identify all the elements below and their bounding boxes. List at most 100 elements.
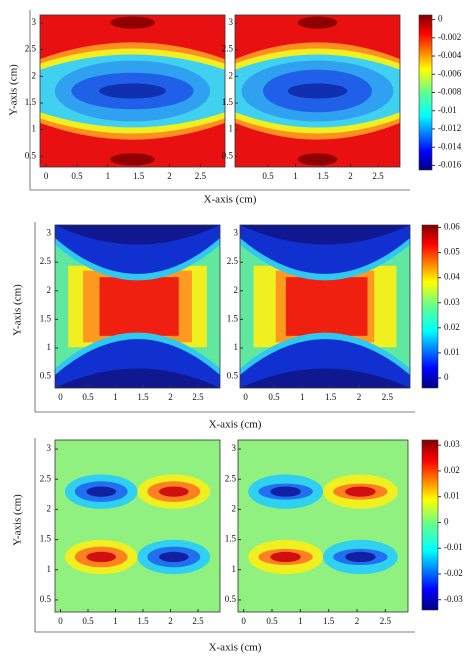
plot-frame bbox=[54, 224, 221, 389]
y-tick-label: 2.5 bbox=[25, 44, 37, 54]
x-tick-label: 0 bbox=[241, 616, 246, 626]
x-tick-label: 1 bbox=[113, 616, 118, 626]
contour-region bbox=[287, 83, 348, 99]
y-tick-label: 3 bbox=[232, 443, 237, 453]
x-tick-label: 1.5 bbox=[317, 171, 329, 181]
x-tick-label: 2.5 bbox=[195, 171, 207, 181]
contour-region bbox=[240, 225, 410, 245]
y-tick-label: 1 bbox=[47, 564, 52, 574]
x-tick-label: 0.5 bbox=[266, 616, 278, 626]
contour-region bbox=[158, 486, 189, 497]
contour-region bbox=[110, 153, 155, 166]
plot-frame bbox=[54, 439, 221, 613]
contour-region bbox=[238, 440, 408, 612]
y-tick-label: 1.5 bbox=[225, 534, 237, 544]
x-tick-label: 2.5 bbox=[372, 171, 384, 181]
y-tick-label: 2 bbox=[32, 70, 37, 80]
colorbar-tick-label: 0.02 bbox=[444, 465, 460, 475]
y-tick-label: 1.5 bbox=[40, 313, 52, 323]
contour-region bbox=[55, 440, 220, 612]
y-tick-label: 1 bbox=[229, 124, 234, 134]
colorbar-tick-label: 0 bbox=[444, 516, 449, 526]
colorbar-tick-label: 0.04 bbox=[444, 272, 460, 282]
y-tick-label: 1.5 bbox=[227, 313, 239, 323]
y-tick-label: 2 bbox=[229, 70, 234, 80]
colorbar-tick-label: -0.012 bbox=[438, 123, 461, 133]
contour-plot bbox=[55, 225, 220, 388]
colorbar-tick-label: -0.03 bbox=[444, 594, 463, 604]
contour-plot bbox=[235, 15, 400, 167]
contour-region bbox=[40, 15, 225, 60]
x-tick-label: 0.5 bbox=[71, 171, 83, 181]
y-tick-label: 1.5 bbox=[25, 97, 37, 107]
y-tick-label: 3 bbox=[234, 228, 239, 238]
x-tick-label: 1 bbox=[298, 616, 303, 626]
colorbar-tick-label: 0.05 bbox=[444, 247, 460, 257]
x-tick-label: 2 bbox=[168, 392, 173, 402]
contour-region bbox=[270, 551, 301, 563]
x-tick-label: 1.5 bbox=[137, 616, 149, 626]
contour-region bbox=[110, 16, 155, 29]
colorbar-tick-label: -0.008 bbox=[438, 87, 462, 97]
contour-plot bbox=[55, 440, 220, 612]
y-tick-label: 2.5 bbox=[40, 256, 52, 266]
y-tick-label: 2 bbox=[47, 503, 52, 513]
x-tick-label: 2 bbox=[357, 392, 362, 402]
x-tick-label: 0 bbox=[58, 616, 63, 626]
colorbar-tick-label: 0.01 bbox=[444, 491, 460, 501]
colorbar-tick-label: 0 bbox=[438, 14, 443, 24]
x-tick-label: 0.5 bbox=[262, 171, 274, 181]
x-tick-label: 1.5 bbox=[325, 392, 337, 402]
y-tick-label: 3 bbox=[229, 17, 234, 27]
contour-region bbox=[270, 486, 301, 497]
colorbar-tick-label: 0.03 bbox=[444, 439, 460, 449]
colorbar bbox=[421, 439, 439, 611]
contour-region bbox=[297, 16, 338, 29]
colorbar-tick-label: -0.004 bbox=[438, 50, 462, 60]
x-tick-label: 1 bbox=[300, 392, 305, 402]
y-tick-label: 2 bbox=[47, 285, 52, 295]
contour-region bbox=[55, 368, 220, 388]
x-tick-label: 2 bbox=[355, 616, 360, 626]
colorbar-tick-label: -0.006 bbox=[438, 68, 462, 78]
y-tick-label: 0.5 bbox=[222, 150, 234, 160]
x-tick-label: 0.5 bbox=[82, 616, 94, 626]
y-axis-label: Y-axis (cm) bbox=[8, 64, 20, 116]
y-tick-label: 2 bbox=[232, 503, 237, 513]
x-axis-label: X-axis (cm) bbox=[204, 194, 257, 206]
y-tick-label: 2 bbox=[234, 285, 239, 295]
y-axis-label: Y-axis (cm) bbox=[12, 284, 24, 336]
contour-region bbox=[40, 122, 225, 167]
x-tick-label: 0 bbox=[243, 392, 248, 402]
contour-plot bbox=[40, 15, 225, 167]
plot-frame bbox=[239, 224, 411, 389]
contour-region bbox=[285, 277, 368, 336]
colorbar-tick-label: 0.03 bbox=[444, 297, 460, 307]
x-tick-label: 1 bbox=[293, 171, 298, 181]
x-tick-label: 2 bbox=[167, 171, 172, 181]
colorbar-tick-label: 0.02 bbox=[444, 322, 460, 332]
x-tick-label: 1.5 bbox=[323, 616, 335, 626]
x-tick-label: 2 bbox=[168, 616, 173, 626]
plot-frame bbox=[39, 14, 226, 168]
contour-region bbox=[235, 15, 400, 60]
y-tick-label: 3 bbox=[32, 17, 37, 27]
contour-region bbox=[86, 551, 117, 563]
contour-region bbox=[345, 486, 376, 497]
x-tick-label: 2.5 bbox=[192, 616, 204, 626]
plot-frame bbox=[237, 439, 409, 613]
colorbar-tick-label: -0.014 bbox=[438, 141, 462, 151]
x-tick-label: 0.5 bbox=[82, 392, 94, 402]
contour-region bbox=[345, 551, 376, 563]
x-tick-label: 2.5 bbox=[382, 392, 394, 402]
y-tick-label: 2.5 bbox=[222, 44, 234, 54]
contour-plot bbox=[238, 440, 408, 612]
y-tick-label: 1.5 bbox=[40, 534, 52, 544]
x-tick-label: 1.5 bbox=[137, 392, 149, 402]
y-tick-label: 0.5 bbox=[225, 594, 237, 604]
y-tick-label: 2.5 bbox=[40, 473, 52, 483]
colorbar bbox=[418, 14, 433, 171]
x-tick-label: 2.5 bbox=[192, 392, 204, 402]
y-tick-label: 1.5 bbox=[222, 97, 234, 107]
